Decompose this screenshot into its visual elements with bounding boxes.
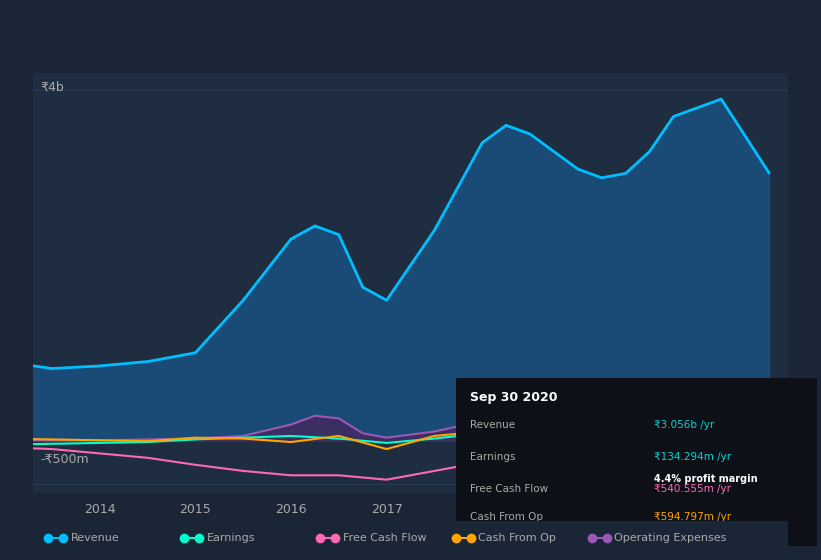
Text: Operating Expenses: Operating Expenses xyxy=(470,539,576,549)
Text: Cash From Op: Cash From Op xyxy=(479,533,557,543)
Text: Free Cash Flow: Free Cash Flow xyxy=(342,533,426,543)
Text: Revenue: Revenue xyxy=(470,420,516,430)
Text: Sep 30 2020: Sep 30 2020 xyxy=(470,391,557,404)
Text: ₹134.294m /yr: ₹134.294m /yr xyxy=(654,452,732,462)
Text: Operating Expenses: Operating Expenses xyxy=(614,533,727,543)
Text: ₹540.555m /yr: ₹540.555m /yr xyxy=(654,484,732,494)
Text: -₹500m: -₹500m xyxy=(40,452,89,465)
Text: ₹594.797m /yr: ₹594.797m /yr xyxy=(654,512,732,522)
Text: Earnings: Earnings xyxy=(207,533,255,543)
Text: ₹3.056b /yr: ₹3.056b /yr xyxy=(654,420,714,430)
Text: Cash From Op: Cash From Op xyxy=(470,512,544,522)
Text: Revenue: Revenue xyxy=(71,533,119,543)
Text: Free Cash Flow: Free Cash Flow xyxy=(470,484,548,494)
Text: Earnings: Earnings xyxy=(470,452,516,462)
Text: ₹497.357m /yr: ₹497.357m /yr xyxy=(654,539,732,549)
Text: ₹4b: ₹4b xyxy=(40,81,64,94)
Text: 4.4% profit margin: 4.4% profit margin xyxy=(654,474,758,484)
